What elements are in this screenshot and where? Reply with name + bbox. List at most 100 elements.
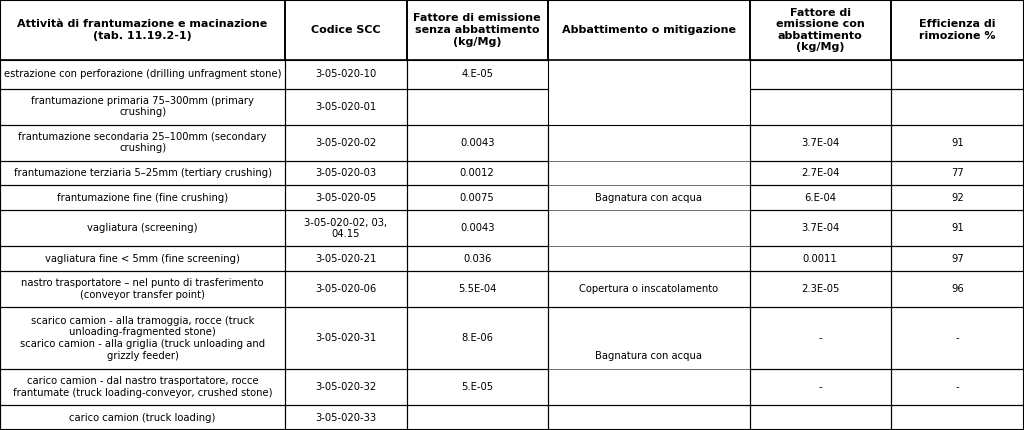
Text: 91: 91 [951,138,964,147]
Text: 2.7E-04: 2.7E-04 [801,168,840,178]
Text: nastro trasportatore – nel punto di trasferimento
(conveyor transfer point): nastro trasportatore – nel punto di tras… [22,278,264,300]
Bar [750,89,891,125]
Bar [0,405,285,430]
Text: 0.0043: 0.0043 [460,138,495,147]
Text: 0.036: 0.036 [463,254,492,264]
Bar [750,405,891,430]
Text: 3.7E-04: 3.7E-04 [801,223,840,233]
Bar [750,271,891,307]
Bar [0,89,285,125]
Bar [891,210,1024,246]
Text: 3-05-020-03: 3-05-020-03 [315,168,377,178]
Text: carico camion - dal nastro trasportatore, rocce
frantumate (truck loading-convey: carico camion - dal nastro trasportatore… [13,376,272,398]
Bar [285,369,407,405]
Bar [407,405,548,430]
Bar [750,60,891,89]
Text: scarico camion - alla tramoggia, rocce (truck
unloading-fragmented stone)
scaric: scarico camion - alla tramoggia, rocce (… [20,316,265,360]
Bar [285,405,407,430]
Bar [407,307,548,369]
Text: 96: 96 [951,284,964,294]
Text: 6.E-04: 6.E-04 [804,193,837,203]
Text: carico camion (truck loading): carico camion (truck loading) [70,412,216,423]
Text: 3-05-020-33: 3-05-020-33 [315,412,377,423]
Text: 97: 97 [951,254,964,264]
Bar [407,60,548,89]
Bar [891,89,1024,125]
Bar [548,271,750,307]
Bar [750,125,891,160]
Bar [750,369,891,405]
Text: Abbattimento o mitigazione: Abbattimento o mitigazione [562,25,735,35]
Text: vagliatura fine < 5mm (fine screening): vagliatura fine < 5mm (fine screening) [45,254,240,264]
Bar [750,246,891,271]
Bar [407,185,548,210]
Bar [0,0,285,60]
Bar [750,210,891,246]
Bar [407,271,548,307]
Bar [285,271,407,307]
Bar [285,160,407,185]
Bar [891,160,1024,185]
Text: 92: 92 [951,193,964,203]
Text: 3-05-020-32: 3-05-020-32 [315,382,377,392]
Text: Bagnatura con acqua: Bagnatura con acqua [595,193,702,203]
Bar [0,210,285,246]
Text: Fattore di emissione
senza abbattimento
(kg/Mg): Fattore di emissione senza abbattimento … [414,13,541,46]
Text: Efficienza di
rimozione %: Efficienza di rimozione % [920,19,995,41]
Text: -: - [955,333,959,343]
Text: 3-05-020-10: 3-05-020-10 [315,69,377,79]
Text: frantumazione fine (fine crushing): frantumazione fine (fine crushing) [57,193,228,203]
Bar [407,89,548,125]
Text: 8.E-06: 8.E-06 [461,333,494,343]
Bar [0,271,285,307]
Text: frantumazione primaria 75–300mm (primary
crushing): frantumazione primaria 75–300mm (primary… [31,96,254,117]
Bar [407,210,548,246]
Bar [891,369,1024,405]
Text: Fattore di
emissione con
abbattimento
(kg/Mg): Fattore di emissione con abbattimento (k… [776,8,864,52]
Text: Codice SCC: Codice SCC [311,25,381,35]
Text: 0.0011: 0.0011 [803,254,838,264]
Bar [0,246,285,271]
Text: frantumazione secondaria 25–100mm (secondary
crushing): frantumazione secondaria 25–100mm (secon… [18,132,267,154]
Text: vagliatura (screening): vagliatura (screening) [87,223,198,233]
Text: 0.0043: 0.0043 [460,223,495,233]
Bar [285,246,407,271]
Bar [750,0,891,60]
Bar [285,89,407,125]
Bar [407,0,548,60]
Bar [750,185,891,210]
Bar [407,246,548,271]
Bar [548,0,750,60]
Bar [891,125,1024,160]
Bar [891,246,1024,271]
Bar [891,0,1024,60]
Text: 3-05-020-05: 3-05-020-05 [315,193,377,203]
Text: estrazione con perforazione (drilling unfragment stone): estrazione con perforazione (drilling un… [4,69,282,79]
Text: 77: 77 [951,168,964,178]
Text: 3-05-020-01: 3-05-020-01 [315,101,377,112]
Text: 5.5E-04: 5.5E-04 [458,284,497,294]
Bar [548,307,750,405]
Bar [285,307,407,369]
Bar [0,60,285,89]
Bar [891,271,1024,307]
Bar [0,185,285,210]
Bar [407,160,548,185]
Text: 3-05-020-02: 3-05-020-02 [315,138,377,147]
Text: frantumazione terziaria 5–25mm (tertiary crushing): frantumazione terziaria 5–25mm (tertiary… [13,168,271,178]
Text: Attività di frantumazione e macinazione
(tab. 11.19.2-1): Attività di frantumazione e macinazione … [17,19,267,41]
Text: 0.0012: 0.0012 [460,168,495,178]
Bar [891,307,1024,369]
Bar [0,369,285,405]
Bar [0,307,285,369]
Text: Bagnatura con acqua: Bagnatura con acqua [595,351,702,361]
Text: 3-05-020-06: 3-05-020-06 [315,284,377,294]
Bar [548,405,750,430]
Text: 3-05-020-02, 03,
04.15: 3-05-020-02, 03, 04.15 [304,218,387,239]
Text: 3-05-020-31: 3-05-020-31 [315,333,377,343]
Bar [891,405,1024,430]
Text: 3-05-020-21: 3-05-020-21 [315,254,377,264]
Text: 91: 91 [951,223,964,233]
Text: 3.7E-04: 3.7E-04 [801,138,840,147]
Text: Copertura o inscatolamento: Copertura o inscatolamento [580,284,718,294]
